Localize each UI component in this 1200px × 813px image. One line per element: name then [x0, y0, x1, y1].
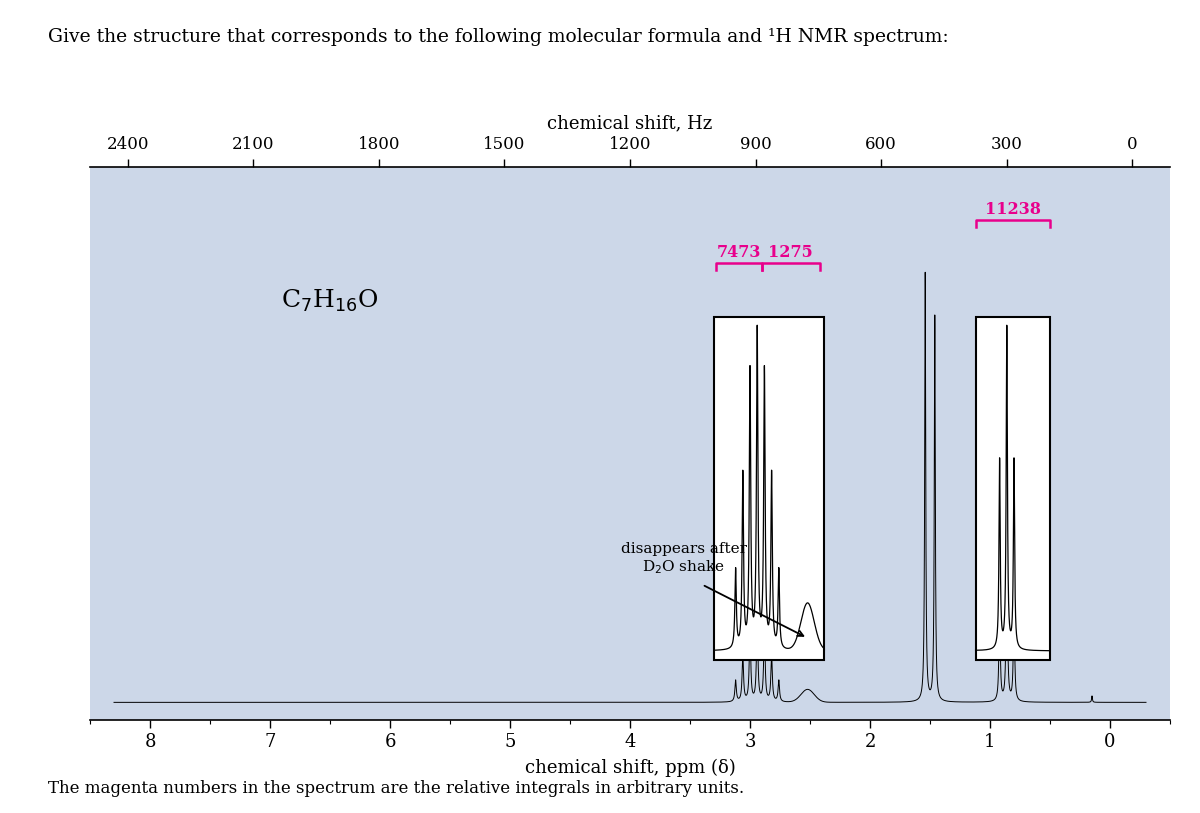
Text: The magenta numbers in the spectrum are the relative integrals in arbitrary unit: The magenta numbers in the spectrum are … [48, 780, 744, 797]
Bar [714, 316, 824, 659]
Text: disappears after
D$_2$O shake: disappears after D$_2$O shake [622, 541, 746, 576]
Text: 1275: 1275 [768, 244, 814, 261]
X-axis label: chemical shift, Hz: chemical shift, Hz [547, 114, 713, 133]
X-axis label: chemical shift, ppm (δ): chemical shift, ppm (δ) [524, 759, 736, 777]
Text: Give the structure that corresponds to the following molecular formula and ¹H NM: Give the structure that corresponds to t… [48, 28, 949, 46]
Text: C$_7$H$_{16}$O: C$_7$H$_{16}$O [281, 288, 379, 314]
Text: 7473: 7473 [718, 244, 761, 261]
Bar [976, 316, 1050, 659]
Text: 11238: 11238 [985, 201, 1040, 218]
